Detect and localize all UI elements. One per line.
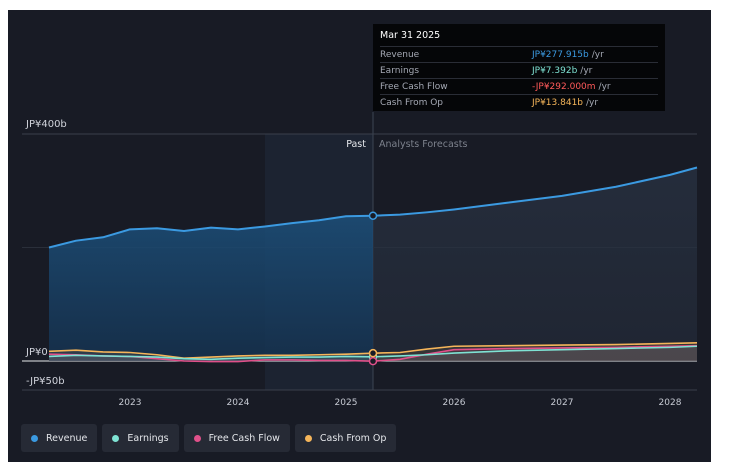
legend-label: Cash From Op xyxy=(319,432,387,444)
revenue-area-forecast xyxy=(373,167,697,361)
tooltip-row: Earnings JP¥7.392b /yr xyxy=(380,62,658,78)
legend-item-revenue[interactable]: Revenue xyxy=(21,424,98,452)
revenue-dot-icon xyxy=(31,434,38,442)
tooltip-value: JP¥277.915b xyxy=(532,49,589,60)
revenue-area-past xyxy=(49,215,373,361)
legend-item-earnings[interactable]: Earnings xyxy=(102,424,179,452)
earnings-line xyxy=(48,345,698,361)
tooltip-date: Mar 31 2025 xyxy=(380,30,441,41)
legend-label: Earnings xyxy=(127,432,169,444)
tooltip: Mar 31 2025 Revenue JP¥277.915b /yr Earn… xyxy=(373,24,665,111)
earnings-dot-icon xyxy=(112,434,120,442)
cash-from-op-line xyxy=(48,342,698,359)
x-tick-label: 2023 xyxy=(119,398,142,408)
x-tick-label: 2025 xyxy=(335,398,358,408)
cash-from-op-area xyxy=(49,342,697,361)
free-cash-flow-marker xyxy=(368,356,378,366)
tooltip-value: -JP¥292.000m xyxy=(532,81,596,92)
tooltip-unit: /yr xyxy=(586,97,599,108)
tooltip-row: Free Cash Flow -JP¥292.000m /yr xyxy=(380,78,658,94)
revenue-marker xyxy=(368,211,378,220)
y-tick-label: JP¥400b xyxy=(25,119,67,130)
tooltip-label: Revenue xyxy=(380,49,420,60)
x-tick-label: 2026 xyxy=(443,398,466,408)
legend-label: Revenue xyxy=(46,432,88,444)
cash-from-op-dot-icon xyxy=(304,434,312,442)
tooltip-unit: /yr xyxy=(598,81,611,92)
legend: Revenue Earnings Free Cash Flow Cash Fro… xyxy=(21,424,397,452)
tooltip-label: Free Cash Flow xyxy=(380,81,448,92)
x-tick-label: 2027 xyxy=(551,398,574,408)
tooltip-label: Earnings xyxy=(380,65,420,76)
y-tick-label: -JP¥50b xyxy=(26,376,65,387)
past-label: Past xyxy=(346,139,366,150)
x-tick-label: 2028 xyxy=(659,398,682,408)
tooltip-unit: /yr xyxy=(591,49,604,60)
legend-item-cash-from-op[interactable]: Cash From Op xyxy=(294,424,397,452)
forecast-label: Analysts Forecasts xyxy=(379,139,467,150)
tooltip-row: Revenue JP¥277.915b /yr xyxy=(380,46,658,62)
free-cash-flow-dot-icon xyxy=(193,434,201,442)
x-tick-label: 2024 xyxy=(227,398,250,408)
revenue-line xyxy=(48,166,698,249)
earnings-area xyxy=(49,346,697,361)
tooltip-value: JP¥7.392b xyxy=(532,65,578,76)
legend-item-free-cash-flow[interactable]: Free Cash Flow xyxy=(183,424,290,452)
tooltip-label: Cash From Op xyxy=(380,97,444,108)
tooltip-unit: /yr xyxy=(580,65,593,76)
tooltip-row: Cash From Op JP¥13.841b /yr xyxy=(380,94,658,110)
y-tick-label: JP¥0 xyxy=(25,347,48,358)
tooltip-value: JP¥13.841b xyxy=(532,97,584,108)
legend-label: Free Cash Flow xyxy=(208,432,280,444)
cash-from-op-marker xyxy=(368,348,378,358)
